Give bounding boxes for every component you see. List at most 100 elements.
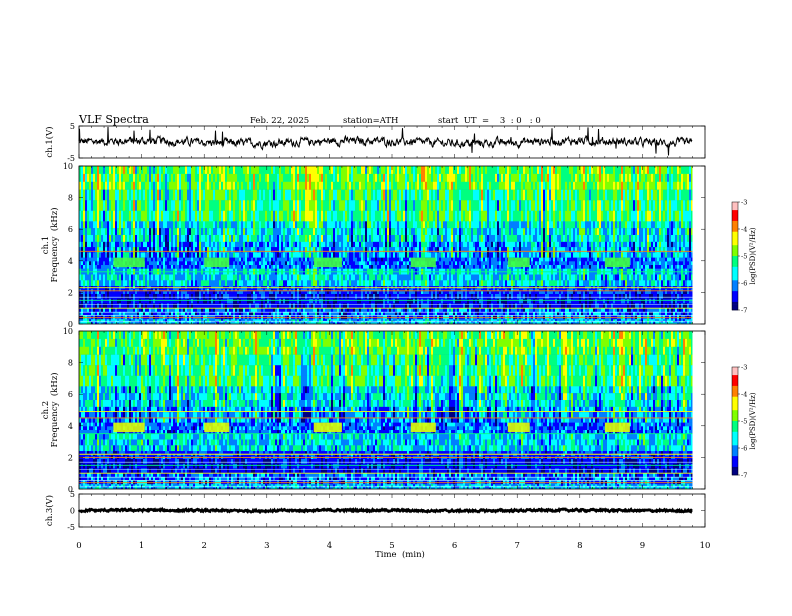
ch1-spectrogram-cell: [269, 200, 271, 211]
ch1-spectrogram-cell: [147, 190, 149, 201]
ch1-spectrogram-cell: [177, 265, 179, 269]
ch1-spectrogram-cell: [283, 261, 285, 265]
ch1-spectrogram-cell: [91, 190, 93, 201]
ch1-spectrogram-cell: [155, 274, 157, 280]
ch1-spectrogram-cell: [117, 190, 119, 201]
ch1-spectrogram-cell: [241, 190, 243, 201]
ch1-spectrogram-cell: [367, 166, 369, 174]
ch1-spectrogram-cell: [373, 235, 375, 242]
ch1-spectrogram-cell: [251, 211, 253, 222]
ch1-spectrogram-cell: [399, 242, 401, 247]
ch1-spectrogram-cell: [187, 291, 189, 294]
ch1-spectrogram-cell: [287, 280, 289, 286]
ch1-spectrogram-cell: [107, 291, 109, 294]
ch1-spectrogram-cell: [185, 242, 187, 247]
ch1-spectrogram-cell: [357, 319, 359, 321]
ch1-spectrogram-cell: [293, 294, 295, 299]
ch1-spectrogram-cell: [325, 228, 327, 235]
ch1-spectrogram-cell: [111, 319, 113, 321]
ch1-spectrogram-cell: [149, 261, 151, 265]
ch1-spectrogram-cell: [161, 166, 163, 174]
ch1-spectrogram-cell: [283, 258, 285, 262]
ch1-spectrogram-cell: [169, 252, 171, 257]
ch1-spectrogram-cell: [201, 252, 203, 257]
ch1-spectrogram-cell: [231, 166, 233, 174]
ch1-spectrogram-cell: [281, 294, 283, 299]
ch1-spectrogram-cell: [161, 174, 163, 182]
ch1-spectrogram-cell: [105, 258, 107, 262]
ch1-spectrogram-cell: [377, 265, 379, 269]
ch1-spectrogram-cell: [121, 190, 123, 201]
ch1-spectrogram-cell: [329, 182, 331, 190]
ch1-spectrogram-cell: [83, 299, 85, 304]
ch1-spectrogram-cell: [381, 182, 383, 190]
ch1-spectrogram-cell: [351, 265, 353, 269]
ch1-spectrogram-cell: [103, 235, 105, 242]
ch1-spectrogram-cell: [259, 221, 261, 228]
ch1-spectrogram-cell: [379, 258, 381, 262]
ch1-spectrogram-cell: [295, 308, 297, 312]
ch1-spectrogram-cell: [213, 211, 215, 222]
ch1-spectrogram-cell: [341, 291, 343, 294]
ch1-spectrogram-cell: [127, 200, 129, 211]
ch1-spectrogram-cell: [355, 258, 357, 262]
ch1-spectrogram-cell: [125, 274, 127, 280]
ch1-spectrogram-cell: [273, 200, 275, 211]
ch1-spectrogram-cell: [357, 242, 359, 247]
ch1-spectrogram-cell: [207, 299, 209, 304]
ch1-spectrogram-cell: [233, 265, 235, 269]
ch1-spectrogram-cell: [319, 242, 321, 247]
ch1-spectrogram-cell: [171, 291, 173, 294]
ch1-spectrogram-cell: [241, 228, 243, 235]
ch1-spectrogram-cell: [109, 242, 111, 247]
ch1-spectrogram-cell: [247, 274, 249, 280]
ch1-spectrogram-cell: [203, 182, 205, 190]
ch1-spectrogram-cell: [123, 182, 125, 190]
ch1-spectrogram-cell: [241, 221, 243, 228]
ch1-spectrogram-cell: [153, 221, 155, 228]
ch1-spectrogram-cell: [181, 258, 183, 262]
ch1-spectrogram-cell: [199, 261, 201, 265]
ch1-spectrogram-cell: [109, 280, 111, 286]
ch1-spectrogram-cell: [307, 228, 309, 235]
ch1-spectrogram-cell: [261, 166, 263, 174]
ch1-spectrogram-cell: [335, 166, 337, 174]
ch1-spectrogram-cell: [95, 261, 97, 265]
ch1-spectrogram-cell: [315, 299, 317, 304]
ch1-spectrogram-cell: [225, 299, 227, 304]
ch1-spectrogram-cell: [249, 228, 251, 235]
ch1-spectrogram-cell: [225, 221, 227, 228]
ch1-spectrogram-cell: [281, 242, 283, 247]
ch1-spectrogram-cell: [403, 258, 405, 262]
ch1-spectrogram-cell: [269, 319, 271, 321]
ch1-spectrogram-cell: [377, 258, 379, 262]
ch1-spectrogram-cell: [173, 190, 175, 201]
ch1-spectrogram-cell: [331, 211, 333, 222]
ch1-spectrogram-cell: [183, 242, 185, 247]
ch1-spectrogram-cell: [127, 308, 129, 312]
ch1-spectrogram-cell: [273, 211, 275, 222]
ch1-spectrogram-cell: [123, 174, 125, 182]
ch1-spectrogram-cell: [279, 261, 281, 265]
ch1-spectrogram-cell: [167, 308, 169, 312]
ch1-spectrogram-cell: [205, 200, 207, 211]
ch1-spectrogram-cell: [257, 174, 259, 182]
ch1-spectrogram-cell: [281, 166, 283, 174]
ch1-spectrogram-cell: [245, 258, 247, 262]
ch1-spectrogram-cell: [179, 252, 181, 257]
ch1-spectrogram-cell: [103, 182, 105, 190]
ch1-spectrogram-cell: [233, 228, 235, 235]
ch1-spectrogram-cell: [199, 174, 201, 182]
ch1-spectrogram-cell: [97, 228, 99, 235]
ch1-spectrogram-cell: [361, 200, 363, 211]
ch1-spectrogram-cell: [193, 174, 195, 182]
ch1-spectrogram-cell: [159, 265, 161, 269]
ch1-spectrogram-cell: [131, 299, 133, 304]
ch1-spectrogram-cell: [403, 242, 405, 247]
ch1-spectrogram-cell: [253, 242, 255, 247]
ch1-spectrogram-cell: [91, 261, 93, 265]
ch1-spectrogram-cell: [109, 235, 111, 242]
ch1-spectrogram-cell: [337, 280, 339, 286]
ch1-spectrogram-cell: [299, 242, 301, 247]
ch1-spectrogram-cell: [349, 274, 351, 280]
